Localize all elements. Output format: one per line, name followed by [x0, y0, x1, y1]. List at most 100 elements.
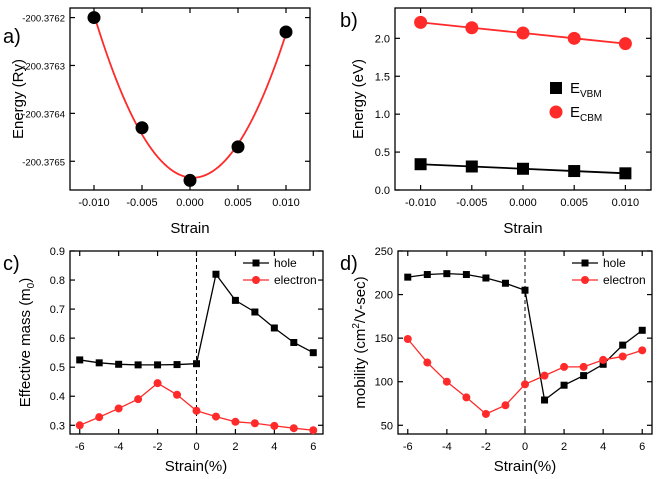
data-point	[404, 273, 412, 281]
chart-panel: c) -6 -4 -2 0 2 4 6 0.3 0.4 0.5 0.6 0.7 0.8 0.9 Strain(…	[3, 246, 324, 475]
data-point	[599, 355, 608, 364]
legend-label: ECBM	[570, 104, 602, 124]
x-tick-label: -2	[481, 441, 491, 453]
legend-label: electron	[603, 273, 646, 287]
legend-label: electron	[274, 273, 317, 287]
legend-label-sub: CBM	[580, 113, 602, 124]
y-tick-label: 0.7	[50, 304, 65, 316]
legend-marker	[581, 276, 589, 284]
data-point	[134, 395, 143, 404]
legend-marker	[252, 259, 260, 267]
data-point	[516, 26, 530, 40]
data-point	[309, 426, 318, 435]
x-tick-label: 0.000	[176, 197, 204, 209]
data-point	[465, 160, 478, 173]
data-point	[192, 406, 201, 415]
chart-panel: a) -0.010 -0.005 0.000 0.005 0.010 -200.3762 -2…	[3, 7, 311, 237]
y-tick-label: 0.9	[50, 246, 65, 258]
y-axis-label-text: mobility (cm	[352, 329, 369, 409]
x-tick-label: -6	[75, 441, 85, 453]
y-tick-label: 0.0	[375, 185, 390, 197]
data-point	[501, 401, 510, 410]
y-tick-label: 50	[381, 420, 393, 432]
data-point	[568, 165, 581, 178]
legend-label: EVBM	[570, 80, 602, 100]
x-axis-label: Strain(%)	[494, 458, 557, 475]
legend-label: hole	[274, 256, 297, 270]
data-point	[193, 360, 200, 368]
data-point	[567, 31, 581, 45]
data-point	[521, 286, 529, 294]
x-tick-label: -0.010	[405, 197, 436, 209]
data-point	[403, 335, 412, 344]
data-point	[541, 396, 549, 404]
data-point	[423, 358, 432, 367]
data-point	[251, 308, 259, 316]
legend-label-main: E	[570, 80, 580, 97]
data-point	[619, 167, 632, 180]
plot-frame	[69, 7, 311, 191]
x-tick-label: 2	[232, 441, 238, 453]
y-axis-label: mobility (cm2/V-sec)	[351, 276, 369, 408]
data-point	[114, 404, 123, 413]
data-point	[560, 381, 568, 389]
x-tick-label: 6	[310, 441, 316, 453]
data-point	[183, 173, 197, 187]
y-tick-label: 250	[375, 246, 393, 258]
data-point	[599, 360, 607, 368]
y-tick-label: 0.3	[50, 420, 65, 432]
data-point	[135, 121, 149, 135]
y-tick-label: 0.4	[50, 391, 65, 403]
y-tick-label: 100	[375, 377, 393, 389]
data-point	[481, 409, 490, 418]
data-point	[279, 25, 293, 39]
data-point	[482, 274, 490, 282]
y-axis-label-text: Energy (eV)	[350, 59, 367, 139]
legend-marker	[549, 105, 563, 119]
y-axis-label: Effective mass (m0)	[17, 278, 37, 407]
y-tick-label: 1.0	[375, 109, 390, 121]
y-tick-label: 0.8	[50, 275, 65, 287]
data-point	[231, 417, 240, 426]
data-point	[579, 362, 588, 371]
y-tick-label: 1.5	[375, 71, 390, 83]
legend-marker	[581, 259, 589, 267]
panel-label: a)	[3, 26, 21, 48]
data-point	[75, 421, 84, 430]
data-point	[212, 270, 220, 278]
data-point	[95, 413, 104, 422]
y-axis-label: Energy (Ry)	[10, 59, 27, 139]
y-tick-label: -200.3762	[22, 14, 65, 25]
legend-label: hole	[603, 256, 626, 270]
x-tick-label: 6	[639, 441, 645, 453]
panel-label: c)	[3, 253, 20, 275]
y-tick-label: 0.5	[50, 362, 65, 374]
data-point	[154, 361, 162, 369]
y-tick-label: -200.3764	[22, 109, 65, 120]
y-tick-label: 150	[375, 333, 393, 345]
x-tick-label: 4	[271, 441, 277, 453]
fit-curve	[93, 14, 287, 179]
x-tick-label: 0	[193, 441, 199, 453]
legend-label-main: E	[570, 104, 580, 121]
y-axis-label-end: )	[17, 278, 34, 283]
chart-panel: b) -0.010 -0.005 0.000 0.005 0.010 0.0 0.5 1.0 1.…	[340, 7, 652, 237]
data-point	[423, 271, 431, 279]
x-axis-label: Strain(%)	[165, 458, 228, 475]
data-point	[290, 339, 298, 346]
x-tick-label: -2	[153, 441, 163, 453]
data-point	[153, 379, 162, 388]
y-tick-label: -200.3765	[22, 157, 65, 168]
data-point	[540, 371, 549, 380]
x-tick-label: 0	[522, 441, 528, 453]
data-point	[250, 419, 259, 428]
y-axis-label-end: /V-sec)	[352, 276, 369, 323]
data-point	[580, 372, 588, 380]
y-tick-label: 0.5	[375, 147, 390, 159]
x-axis-label: Strain	[170, 220, 209, 237]
data-point	[501, 279, 509, 287]
panel-label: d)	[340, 253, 358, 275]
data-point	[414, 158, 427, 171]
x-tick-label: -0.005	[126, 197, 157, 209]
